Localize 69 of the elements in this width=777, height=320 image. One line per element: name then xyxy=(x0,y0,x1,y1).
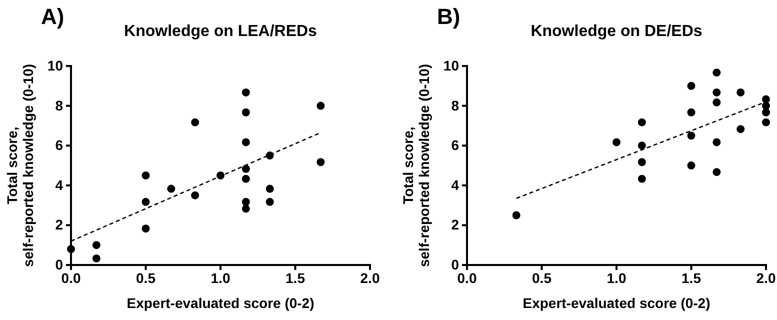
point xyxy=(242,198,250,206)
chart-title: Knowledge on LEA/REDs xyxy=(124,23,318,40)
point xyxy=(612,138,620,146)
point xyxy=(242,138,250,146)
x-tick-label: 2.0 xyxy=(360,270,380,286)
point xyxy=(762,118,770,126)
point xyxy=(712,98,721,106)
point xyxy=(687,82,696,90)
x-axis-title: Expert-evaluated score (0-2) xyxy=(126,295,314,311)
y-tick-label: 0 xyxy=(451,256,460,272)
point xyxy=(736,125,745,134)
x-tick-label: 2.0 xyxy=(756,270,776,286)
point xyxy=(242,204,250,213)
point xyxy=(142,171,150,180)
y-tick-label: 6 xyxy=(451,137,460,154)
x-tick-label: 1.5 xyxy=(286,270,306,286)
x-tick-label: 1.5 xyxy=(682,270,702,286)
point xyxy=(191,191,200,200)
y-tick-label: 10 xyxy=(443,57,460,74)
x-tick-label: 0.0 xyxy=(61,270,81,286)
point xyxy=(638,174,646,183)
point xyxy=(712,68,721,77)
x-axis-title: Expert-evaluated score (0-2) xyxy=(522,295,710,311)
point xyxy=(712,138,721,146)
point xyxy=(762,108,770,116)
y-tick-label: 4 xyxy=(451,176,460,193)
chart-title: Knowledge on DE/EDs xyxy=(530,23,702,40)
y-tick-label: 10 xyxy=(47,57,64,74)
point xyxy=(242,88,250,96)
point xyxy=(712,168,721,176)
point xyxy=(687,162,696,170)
point xyxy=(687,108,696,116)
point xyxy=(638,142,646,150)
x-tick-label: 0.0 xyxy=(457,270,477,286)
point xyxy=(242,174,250,183)
y-axis-title: Total score, self-reported knowledge (0-10) xyxy=(4,64,36,268)
point xyxy=(266,198,274,206)
text: B) xyxy=(437,4,460,29)
y-tick-label: 8 xyxy=(451,97,460,114)
point xyxy=(316,158,325,166)
y-tick-label: 2 xyxy=(451,216,460,233)
point xyxy=(191,118,200,126)
point xyxy=(167,184,176,193)
point xyxy=(142,198,150,206)
x-tick-label: 0.5 xyxy=(136,270,156,286)
point xyxy=(687,132,696,140)
point xyxy=(242,108,250,116)
y-tick-label: 2 xyxy=(55,216,64,233)
point xyxy=(712,88,721,96)
y-tick-label: 4 xyxy=(55,176,64,193)
point xyxy=(142,224,150,233)
point xyxy=(512,211,520,220)
point xyxy=(92,241,100,250)
point xyxy=(242,164,250,173)
y-axis-title: Total score, self-reported knowledge (0-10) xyxy=(400,64,432,268)
x-tick-label: 0.5 xyxy=(532,270,552,286)
point xyxy=(92,254,100,262)
y-tick-label: 0 xyxy=(55,256,64,272)
y-tick-label: 8 xyxy=(55,97,64,114)
y-tick-label: 6 xyxy=(55,137,64,154)
point xyxy=(67,245,75,254)
x-tick-label: 1.0 xyxy=(210,270,230,286)
point xyxy=(638,118,646,126)
x-tick-label: 1.0 xyxy=(606,270,626,286)
point xyxy=(736,88,745,96)
point xyxy=(316,102,325,110)
point xyxy=(266,184,274,193)
text: A) xyxy=(41,4,64,29)
point xyxy=(638,158,646,166)
